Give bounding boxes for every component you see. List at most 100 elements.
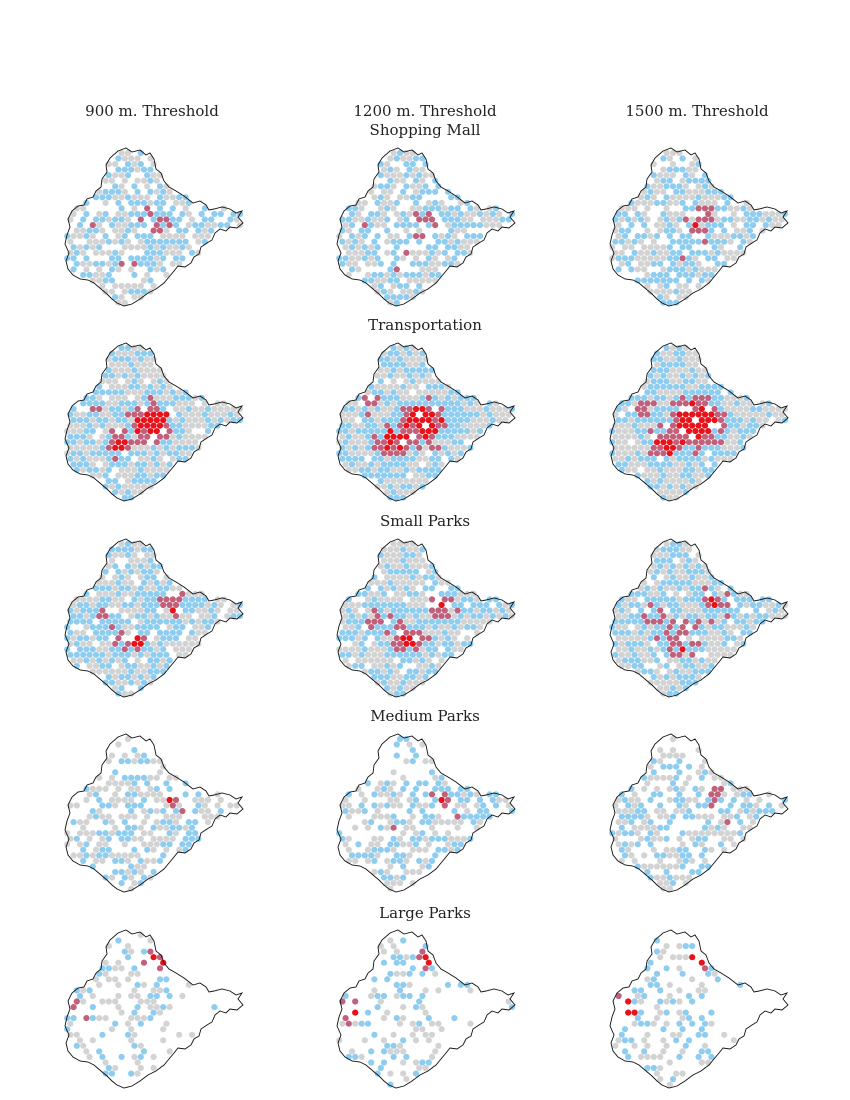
hex-cell <box>650 477 657 485</box>
hex-cell <box>380 546 388 553</box>
hex-cell <box>647 244 654 251</box>
hex-cell <box>476 417 484 424</box>
hex-cell <box>679 461 686 468</box>
hex-cell <box>179 624 186 631</box>
hex-cell <box>150 954 157 961</box>
hex-cell <box>727 400 734 407</box>
hex-cell <box>486 411 493 418</box>
hex-cell <box>380 874 388 881</box>
hex-cell <box>416 563 423 570</box>
hex-cell <box>679 1026 686 1033</box>
hex-cell <box>131 1042 138 1049</box>
hex-cell <box>644 183 651 190</box>
hex-cell <box>131 640 138 647</box>
hex-cell <box>176 433 183 440</box>
hex-cell <box>140 383 148 390</box>
hex-cell <box>352 433 359 440</box>
hex-cell <box>92 194 100 201</box>
hex-cell <box>380 679 388 686</box>
hex-cell <box>416 282 423 290</box>
hex-cell <box>176 455 183 462</box>
hex-cell <box>124 640 132 647</box>
hex-cell <box>83 417 90 424</box>
hex-cell <box>685 992 693 1000</box>
hex-cell <box>448 422 455 429</box>
hex-cell <box>118 433 125 440</box>
hex-cell <box>393 166 400 173</box>
hex-cell <box>124 824 132 831</box>
hex-cell <box>692 579 699 586</box>
hex-cell <box>387 796 394 804</box>
hex-cell <box>682 857 689 864</box>
hex-cell <box>390 444 397 451</box>
hex-cell <box>358 629 365 636</box>
hex-cell <box>102 959 109 966</box>
hex-cell <box>441 802 448 809</box>
hex-cell <box>740 802 747 809</box>
hex-cell <box>396 149 404 157</box>
hex-cell <box>444 635 452 642</box>
hex-cell <box>163 780 170 787</box>
hex-cell <box>96 222 103 229</box>
hex-cell <box>153 255 160 262</box>
hex-cell <box>721 651 728 658</box>
hex-cell <box>131 400 138 407</box>
hex-cell <box>134 646 141 653</box>
hex-cell <box>650 673 657 681</box>
hex-cell <box>669 411 677 418</box>
hex-cell <box>419 210 426 218</box>
hex-cell <box>448 618 455 625</box>
hex-cell <box>358 1020 365 1027</box>
hex-cell <box>144 389 151 396</box>
hex-cell <box>118 607 125 614</box>
hex-cell <box>195 791 202 798</box>
hex-cell <box>669 596 677 603</box>
hex-cell <box>416 422 423 429</box>
hex-cell <box>615 222 622 229</box>
hex-cell <box>483 808 490 815</box>
hex-cell <box>108 383 116 390</box>
hex-cell <box>653 774 661 781</box>
hex-cell <box>384 662 391 669</box>
hex-cell <box>621 417 629 424</box>
hex-cell <box>428 271 436 278</box>
hex-cell <box>711 774 718 781</box>
hex-cell <box>631 411 638 418</box>
hex-cell <box>172 601 180 609</box>
hex-cell <box>364 596 372 603</box>
hex-cell <box>345 400 352 407</box>
hex-cell <box>89 1037 96 1044</box>
hex-cell <box>108 752 116 759</box>
hex-cell <box>657 227 664 234</box>
hex-cell <box>182 400 189 407</box>
hex-cell <box>160 646 167 653</box>
hex-cell <box>470 222 477 229</box>
hex-cell <box>698 428 705 435</box>
hex-cell <box>634 841 641 848</box>
hex-cell <box>432 222 439 229</box>
hex-cell <box>625 444 632 451</box>
hex-cell <box>689 194 696 201</box>
hex-cell <box>650 758 657 765</box>
hex-cell <box>416 802 423 809</box>
hex-cell <box>657 466 664 473</box>
hex-cell <box>422 954 429 961</box>
hex-cell <box>368 222 375 229</box>
hex-cell <box>176 640 183 647</box>
hex-cell <box>384 444 391 451</box>
hex-cell <box>217 417 224 424</box>
hex-cell <box>721 227 728 234</box>
hex-cell <box>451 405 458 413</box>
map-svg <box>336 929 516 1089</box>
hex-cell <box>457 796 464 804</box>
hex-cell <box>708 585 715 592</box>
hex-cell <box>641 601 648 609</box>
hex-cell <box>140 210 148 218</box>
hex-cell <box>746 422 753 429</box>
hex-cell <box>201 618 208 625</box>
hex-cell <box>406 439 413 446</box>
hex-cell <box>657 954 664 961</box>
hex-cell <box>118 216 125 223</box>
hex-cell <box>698 613 705 620</box>
hex-cell <box>673 428 680 435</box>
